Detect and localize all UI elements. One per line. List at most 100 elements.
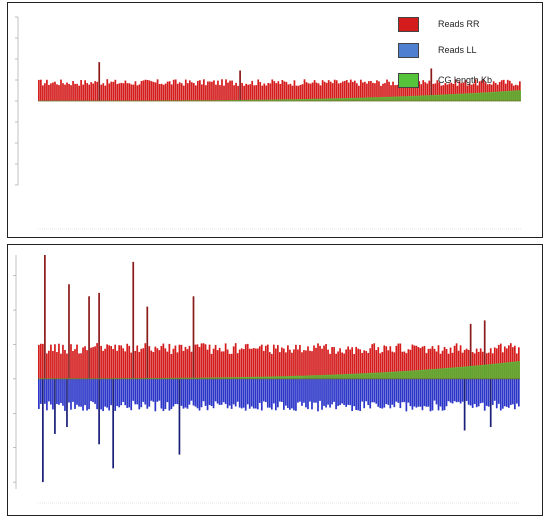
reads-ll-bar — [270, 378, 273, 410]
reads-ll-bar — [264, 378, 267, 403]
reads-ll-bar — [128, 378, 131, 408]
reads-rr-bar — [313, 80, 316, 101]
reads-rr-bar — [417, 347, 420, 379]
reads-rr-bar — [371, 344, 374, 379]
cg-length-area — [38, 361, 520, 379]
reads-rr-bar — [404, 79, 406, 101]
reads-rr-bar — [271, 79, 274, 101]
reads-rr-bar — [384, 83, 386, 101]
reads-rr-bar — [466, 85, 469, 101]
reads-ll-bar — [405, 378, 408, 412]
reads-rr-bar — [482, 79, 485, 101]
reads-rr-bar — [158, 350, 161, 379]
reads-rr-bar — [301, 352, 303, 379]
reads-rr-bar — [208, 344, 211, 379]
reads-rr-bar — [369, 348, 372, 379]
reads-rr-bar — [202, 343, 205, 379]
reads-rr-bar — [112, 349, 115, 379]
reads-ll-bar — [435, 378, 438, 405]
reads-rr-bar — [213, 80, 215, 101]
reads-rr-bar — [329, 81, 332, 101]
reads-rr-bar — [410, 83, 413, 101]
reads-rr-bar — [267, 83, 270, 101]
reads-rr-bar — [509, 343, 512, 379]
reads-rr-bar — [345, 349, 347, 379]
reads-rr-bar — [242, 349, 245, 379]
reads-rr-bar — [68, 83, 70, 101]
reads-ll-bar — [164, 378, 167, 410]
reads-rr-bar — [44, 255, 46, 379]
reads-rr-bar — [297, 349, 299, 379]
reads-ll-bar — [475, 378, 478, 408]
top-bar-chart — [15, 16, 521, 230]
reads-ll-bar — [96, 378, 98, 410]
reads-ll-bar — [309, 378, 311, 402]
reads-rr-bar — [351, 347, 354, 379]
reads-rr-bar — [461, 352, 464, 379]
reads-rr-bar — [162, 84, 165, 101]
reads-rr-bar — [341, 352, 343, 379]
reads-rr-bar — [166, 81, 169, 101]
reads-rr-bar — [331, 83, 334, 101]
reads-rr-bar — [140, 81, 143, 101]
reads-rr-bar — [120, 345, 123, 379]
reads-ll-bar — [509, 378, 512, 405]
reads-ll-bar — [228, 378, 231, 406]
reads-rr-bar — [335, 80, 338, 101]
reads-ll-bar — [363, 378, 366, 409]
reads-rr-bar — [315, 82, 318, 101]
reads-rr-bar — [357, 85, 360, 101]
reads-rr-bar — [76, 83, 78, 101]
reads-ll-bar — [162, 378, 165, 412]
reads-rr-bar — [219, 85, 221, 101]
reads-rr-bar — [228, 353, 231, 379]
reads-rr-bar — [281, 347, 283, 379]
top-chart-panel: Reads RR Reads LL CG length Kb — [7, 2, 543, 238]
reads-rr-bar — [431, 346, 434, 379]
reads-ll-bar — [88, 378, 90, 410]
reads-ll-bar — [501, 378, 504, 409]
reads-rr-bar — [98, 62, 101, 101]
reads-ll-bar — [136, 378, 139, 405]
reads-ll-bar — [248, 378, 251, 409]
reads-rr-bar — [279, 83, 282, 101]
reads-rr-bar — [347, 82, 350, 101]
reads-rr-bar — [289, 83, 292, 101]
reads-ll-bar — [98, 378, 100, 445]
reads-rr-bar — [445, 348, 448, 379]
reads-rr-bar — [315, 347, 317, 379]
reads-ll-bar — [409, 378, 412, 407]
reads-rr-bar — [500, 80, 503, 101]
reads-rr-bar — [381, 351, 384, 379]
reads-rr-bar — [433, 348, 436, 379]
reads-ll-bar — [453, 378, 456, 402]
reads-rr-bar — [150, 350, 153, 379]
reads-rr-bar — [305, 82, 308, 101]
reads-ll-bar — [274, 378, 277, 411]
reads-rr-bar — [409, 349, 412, 379]
reads-rr-bar — [100, 345, 102, 379]
reads-ll-bar — [365, 378, 368, 402]
reads-rr-bar — [349, 349, 351, 379]
reads-ll-bar — [198, 378, 201, 411]
reads-rr-bar — [456, 85, 459, 101]
reads-ll-bar — [210, 378, 213, 406]
reads-rr-bar — [110, 81, 113, 101]
reads-ll-bar — [106, 378, 108, 408]
reads-rr-bar — [154, 82, 157, 101]
reads-rr-bar — [273, 81, 276, 101]
reads-rr-bar — [297, 85, 300, 101]
reads-rr-bar — [261, 85, 264, 101]
reads-ll-bar — [391, 378, 394, 405]
reads-ll-bar — [311, 378, 313, 410]
reads-rr-bar — [229, 80, 231, 101]
reads-rr-bar — [259, 82, 262, 101]
reads-ll-bar — [327, 378, 329, 405]
reads-rr-bar — [138, 351, 141, 379]
reads-rr-bar — [257, 79, 260, 101]
reads-ll-bar — [224, 378, 227, 404]
reads-ll-bar — [463, 378, 466, 431]
reads-rr-bar — [327, 80, 330, 101]
reads-rr-bar — [209, 81, 211, 101]
reads-ll-bar — [345, 378, 347, 407]
